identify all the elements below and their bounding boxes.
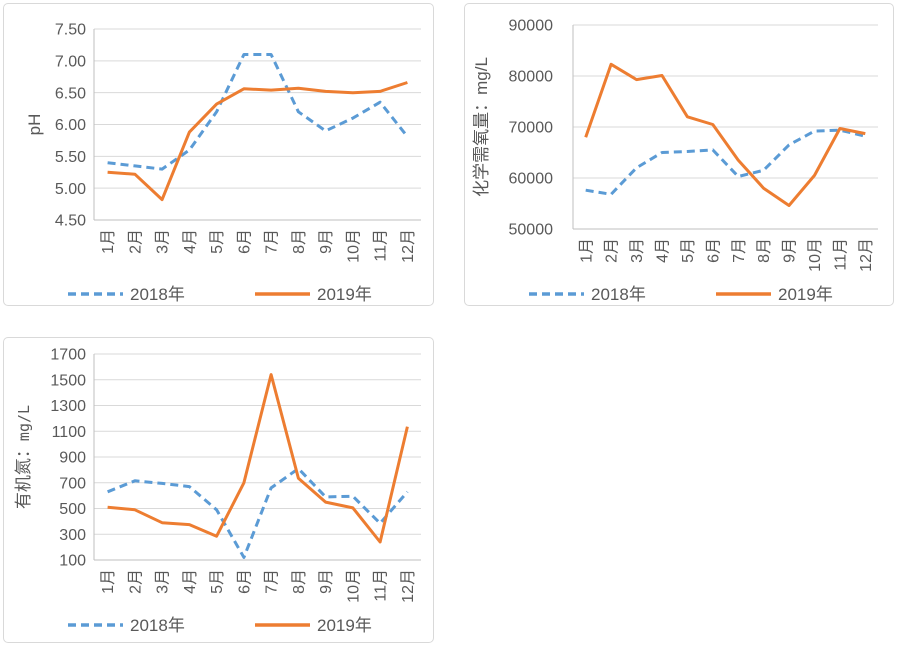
x-tick-label: 6月: [236, 569, 253, 594]
y-tick-label: 60000: [509, 171, 554, 188]
x-tick-label: 1月: [578, 238, 595, 263]
x-tick-label: 9月: [318, 229, 335, 254]
y-axis-title: 化学需氧量：mg/L: [472, 57, 491, 197]
x-tick-label: 4月: [655, 238, 672, 263]
y-tick-label: 5.50: [55, 149, 86, 166]
x-tick-label: 12月: [400, 229, 417, 263]
y-tick-label: 1700: [50, 347, 86, 364]
ph-chart-panel: 4.50 5.00 5.50 6.00 6.50 7.00 7.50 pH 1月 2月 3月 4月 5月…: [3, 3, 434, 306]
y-tick-label: 5.00: [55, 181, 86, 198]
series-line-2018年: [585, 128, 866, 196]
x-tick-label: 12月: [400, 569, 417, 603]
series-line-2019年: [107, 373, 409, 544]
legend-label-2018年: 2018年: [591, 285, 646, 304]
x-tick-label: 10月: [807, 238, 824, 272]
x-tick-label: 11月: [832, 238, 849, 271]
y-tick-label: 1500: [50, 372, 86, 389]
series-line-2019年: [107, 81, 408, 202]
y-tick-label: 50000: [509, 222, 554, 239]
y-tick-label: 700: [59, 475, 86, 492]
x-tick-label: 12月: [858, 238, 875, 272]
y-tick-label: 7.00: [55, 53, 86, 70]
legend-label-2019年: 2019年: [778, 285, 833, 304]
x-tick-label: 4月: [182, 229, 199, 254]
y-tick-label: 100: [59, 553, 86, 570]
legend-label-2019年: 2019年: [317, 616, 372, 635]
x-tick-label: 6月: [705, 238, 722, 263]
x-tick-label: 1月: [100, 229, 117, 254]
x-tick-label: 7月: [264, 569, 281, 594]
x-tick-label: 5月: [209, 569, 226, 594]
y-tick-label: 7.50: [55, 22, 86, 39]
y-tick-label: 900: [59, 450, 86, 467]
y-tick-label: 80000: [509, 69, 554, 86]
x-tick-label: 10月: [345, 569, 362, 603]
x-tick-label: 5月: [680, 238, 697, 263]
y-axis-title: 有机氮：mg/L: [14, 405, 33, 509]
x-tick-label: 8月: [756, 238, 773, 263]
y-tick-label: 1300: [50, 398, 86, 415]
cod-chart-panel: 50000 60000 70000 80000 90000 化学需氧量：mg/L 1月 2月 3…: [464, 3, 894, 306]
y-tick-label: 1100: [52, 424, 87, 441]
series-line-2018年: [107, 53, 409, 171]
x-tick-label: 3月: [155, 229, 172, 254]
x-tick-label: 9月: [318, 569, 335, 594]
x-tick-label: 8月: [291, 569, 308, 594]
x-tick-label: 9月: [782, 238, 799, 263]
x-tick-label: 7月: [731, 238, 748, 263]
y-tick-label: 70000: [509, 120, 554, 137]
legend-label-2019年: 2019年: [317, 285, 372, 304]
organic-nitrogen-chart-panel: 100 300 500 700 900 1100 1300 1500 1700 有机氮：mg/L 1…: [3, 337, 434, 643]
series-line-2018年: [107, 467, 409, 559]
x-tick-label: 11月: [373, 569, 390, 602]
x-tick-label: 8月: [291, 229, 308, 254]
series-line-2019年: [584, 62, 866, 207]
y-tick-label: 90000: [509, 18, 554, 35]
x-tick-label: 3月: [629, 238, 646, 263]
ph-chart: 4.50 5.00 5.50 6.00 6.50 7.00 7.50 pH 1月 2月 3月 4月 5月…: [25, 22, 421, 304]
y-tick-label: 4.50: [55, 213, 86, 230]
x-tick-label: 10月: [345, 229, 362, 263]
x-tick-label: 3月: [155, 569, 172, 594]
x-tick-label: 6月: [236, 229, 253, 254]
x-tick-label: 4月: [182, 569, 199, 594]
cod-chart: 50000 60000 70000 80000 90000 化学需氧量：mg/L 1月 2月 3…: [472, 18, 878, 304]
y-tick-label: 500: [59, 501, 86, 518]
y-tick-label: 300: [59, 527, 86, 544]
x-tick-label: 7月: [264, 229, 281, 254]
x-tick-label: 2月: [127, 229, 144, 254]
x-tick-label: 2月: [127, 569, 144, 594]
organic-nitrogen-chart: 100 300 500 700 900 1100 1300 1500 1700 有机氮：mg/L 1…: [14, 347, 421, 635]
y-tick-label: 6.50: [55, 85, 86, 102]
y-axis-title: pH: [25, 114, 44, 136]
legend-label-2018年: 2018年: [130, 616, 185, 635]
x-tick-label: 2月: [604, 238, 621, 263]
x-tick-label: 1月: [100, 569, 117, 594]
x-tick-label: 11月: [373, 229, 390, 262]
x-tick-label: 5月: [209, 229, 226, 254]
y-tick-label: 6.00: [55, 117, 86, 134]
legend-label-2018年: 2018年: [130, 285, 185, 304]
